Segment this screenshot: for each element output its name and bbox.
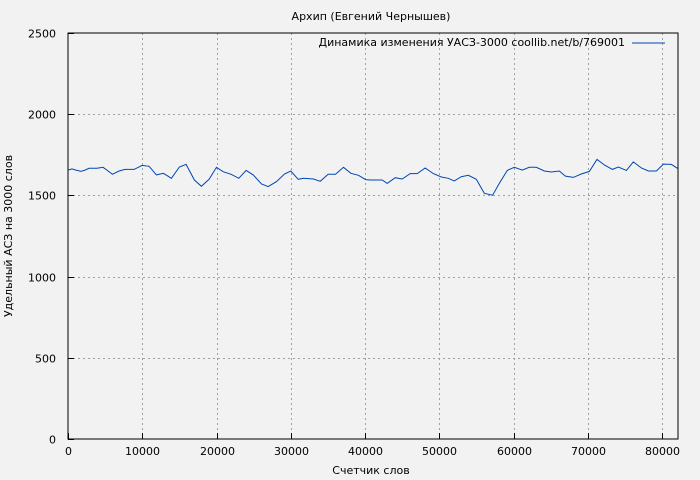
x-tick-label: 70000 — [571, 445, 606, 458]
y-axis-label: Удельный АСЗ на 3000 слов — [2, 155, 15, 317]
y-tick-label: 1500 — [28, 190, 56, 203]
y-tick-label: 2500 — [28, 28, 56, 41]
ticks: 0 10000 20000 30000 40000 50000 60000 70000 8000… — [28, 28, 680, 459]
grid — [68, 33, 678, 439]
x-tick-label: 30000 — [274, 445, 309, 458]
y-tick-label: 1000 — [28, 272, 56, 285]
series-line — [67, 158, 678, 196]
y-tick-label: 0 — [49, 434, 56, 447]
x-tick-label: 20000 — [200, 445, 235, 458]
x-axis-label: Счетчик слов — [332, 464, 409, 477]
y-tick-label: 2000 — [28, 109, 56, 122]
x-tick-label: 40000 — [348, 445, 383, 458]
legend: Динамика изменения УАСЗ-3000 coollib.net… — [319, 36, 665, 49]
x-tick-label: 60000 — [497, 445, 532, 458]
x-tick-label: 50000 — [422, 445, 457, 458]
x-tick-label: 80000 — [645, 445, 680, 458]
plot-frame — [67, 32, 679, 440]
y-tick-label: 500 — [35, 353, 56, 366]
x-tick-label: 0 — [65, 445, 72, 458]
legend-label: Динамика изменения УАСЗ-3000 coollib.net… — [319, 36, 626, 49]
chart-title: Архип (Евгений Чернышев) — [292, 10, 451, 23]
x-tick-label: 10000 — [125, 445, 160, 458]
